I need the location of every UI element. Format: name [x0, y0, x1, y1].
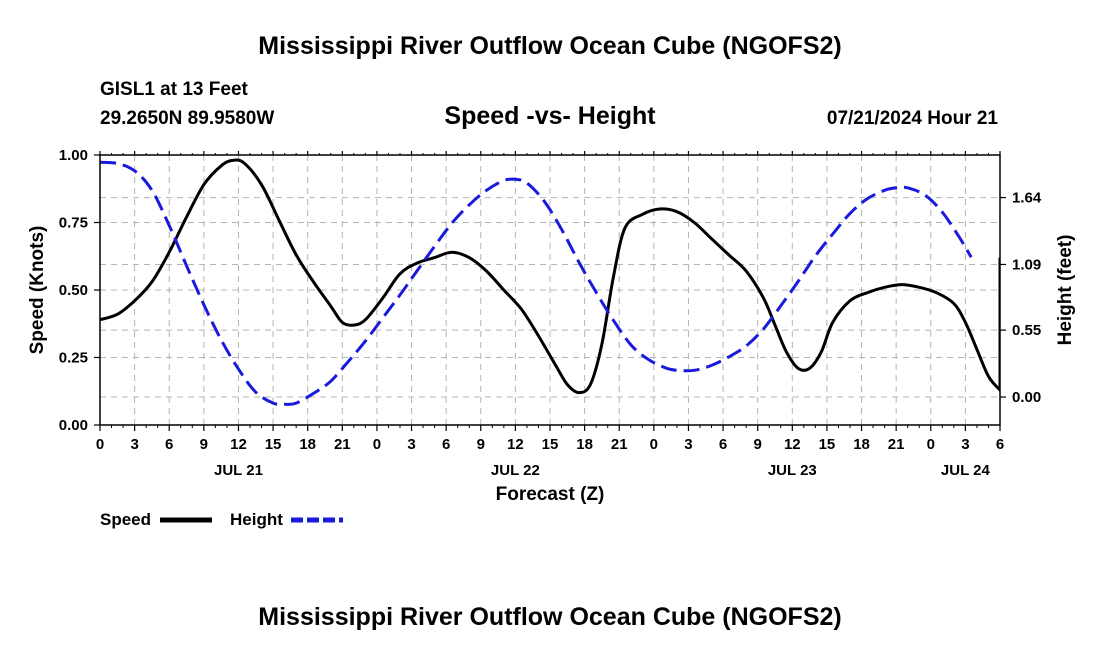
y-right-tick-label: 0.00	[1012, 389, 1041, 406]
series-layer	[100, 158, 1000, 406]
y-left-tick-label: 0.00	[59, 417, 88, 434]
axis-ticks: 0 3 6 9 12 15 18 21 0 3 6 9 12 15 18 21 0 3 6 9 12 15 18 21 0 3 6J…	[59, 147, 1042, 479]
y-left-tick-label: 0.25	[59, 350, 88, 367]
x-tick-label: 15	[819, 436, 836, 453]
legend: Speed Height	[100, 510, 343, 529]
x-tick-label: 6	[165, 436, 173, 453]
series-line-speed	[100, 158, 1000, 395]
x-tick-label: 9	[754, 436, 762, 453]
y-left-tick-label: 1.00	[59, 147, 88, 164]
x-tick-label: 18	[853, 436, 870, 453]
series-line-height	[100, 160, 973, 406]
x-tick-label: 0	[96, 436, 104, 453]
y-axis-left-title: Speed (Knots)	[27, 226, 48, 355]
x-tick-label: 21	[888, 436, 905, 453]
x-tick-label: 21	[611, 436, 628, 453]
x-tick-label: 9	[200, 436, 208, 453]
x-tick-label: 6	[996, 436, 1004, 453]
date-label: JUL 22	[491, 462, 540, 479]
x-tick-label: 0	[373, 436, 381, 453]
x-tick-label: 15	[265, 436, 282, 453]
x-tick-label: 12	[784, 436, 801, 453]
y-left-tick-label: 0.50	[59, 282, 88, 299]
date-label: JUL 21	[214, 462, 263, 479]
location-label: 29.2650N 89.9580W	[100, 108, 274, 129]
legend-speed-label: Speed	[100, 510, 151, 529]
x-axis-title: Forecast (Z)	[496, 484, 605, 505]
x-tick-label: 6	[442, 436, 450, 453]
x-tick-label: 3	[407, 436, 415, 453]
x-tick-label: 6	[719, 436, 727, 453]
date-label: JUL 24	[941, 462, 991, 479]
date-label: JUL 23	[768, 462, 817, 479]
run-time-label: 07/21/2024 Hour 21	[827, 108, 999, 129]
x-tick-label: 12	[507, 436, 524, 453]
chart-title: Speed -vs- Height	[444, 102, 656, 130]
x-tick-label: 15	[542, 436, 559, 453]
x-tick-label: 12	[230, 436, 247, 453]
legend-height-label: Height	[230, 510, 283, 529]
y-right-tick-label: 1.64	[1012, 190, 1042, 207]
x-tick-label: 18	[299, 436, 316, 453]
x-tick-label: 9	[477, 436, 485, 453]
x-tick-label: 21	[334, 436, 351, 453]
station-label: GISL1 at 13 Feet	[100, 79, 249, 100]
y-left-tick-label: 0.75	[59, 215, 88, 232]
x-tick-label: 3	[961, 436, 969, 453]
y-right-tick-label: 0.55	[1012, 322, 1041, 339]
grid-lines	[100, 155, 1000, 425]
x-tick-label: 3	[684, 436, 692, 453]
footer-title: Mississippi River Outflow Ocean Cube (NG…	[258, 603, 841, 631]
x-tick-label: 3	[130, 436, 138, 453]
y-axis-right-title: Height (feet)	[1055, 235, 1076, 346]
y-right-tick-label: 1.09	[1012, 256, 1041, 273]
page-title: Mississippi River Outflow Ocean Cube (NG…	[258, 32, 841, 60]
x-tick-label: 0	[650, 436, 658, 453]
x-tick-label: 0	[927, 436, 935, 453]
x-tick-label: 18	[576, 436, 593, 453]
